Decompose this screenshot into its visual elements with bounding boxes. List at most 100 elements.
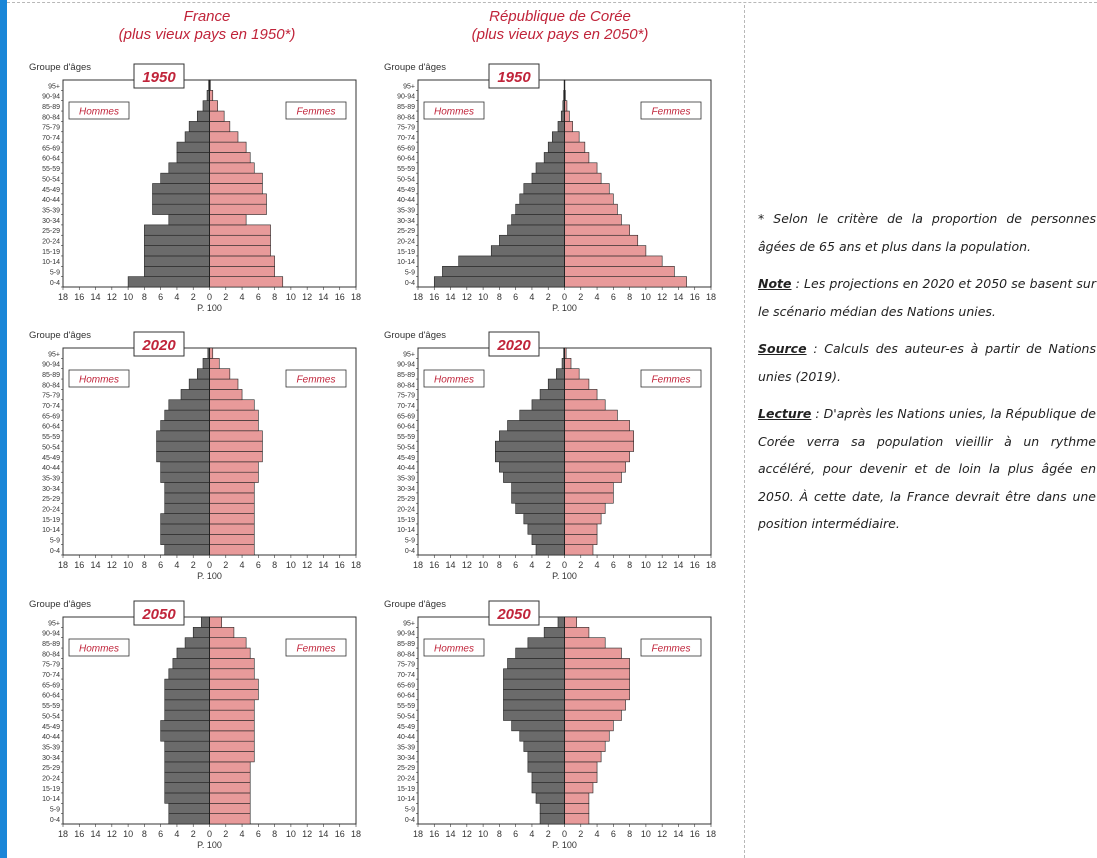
pyramid-3-x-tick-label: 12 <box>302 560 312 570</box>
pyramid-1-year-label: 1950 <box>142 69 176 86</box>
pyramid-6-age-label: 15-19 <box>397 786 415 793</box>
pyramid-2-bar-men <box>507 224 565 236</box>
pyramid-6-bar-women <box>564 761 598 773</box>
pyramid-3-x-tick-label: 18 <box>351 560 361 570</box>
pyramid-4-x-tick-label: 4 <box>595 560 600 570</box>
pyramid-4-bar-men <box>495 440 565 452</box>
pyramid-6-bar-men <box>543 627 565 638</box>
pyramid-4-bar-women <box>564 513 602 525</box>
pyramid-6-age-label: 60-64 <box>397 693 415 700</box>
pyramid-6-bar-men <box>503 678 565 690</box>
pyramid-2-age-label: 80-84 <box>397 114 415 121</box>
pyramid-4-x-tick-label: 10 <box>478 560 488 570</box>
pyramid-5-bar-women <box>209 813 251 825</box>
pyramid-6-x-tick-label: 16 <box>690 829 700 839</box>
pyramid-3-x-tick-label: 16 <box>74 560 84 570</box>
pyramid-2-men-label-box <box>423 101 485 120</box>
pyramid-6-bar-women <box>564 647 622 659</box>
pyramid-2-age-label: 35-39 <box>397 207 415 214</box>
pyramid-6-age-label: 90-94 <box>397 631 415 638</box>
pyramid-2-bar-women <box>564 193 614 205</box>
pyramid-4-age-label: 45-49 <box>397 455 415 462</box>
pyramid-4-bar-men <box>531 399 565 411</box>
pyramid-1-x-tick-label: 6 <box>158 292 163 302</box>
pyramid-6-bar-men <box>531 771 565 783</box>
pyramid-5-bar-women <box>209 647 251 659</box>
pyramid-1-x-tick-label: 12 <box>107 292 117 302</box>
pyramid-3-age-label: 70-74 <box>42 403 60 410</box>
pyramid-6-bar-women <box>564 802 590 814</box>
pyramid-4-bar-women <box>564 471 622 483</box>
pyramid-1-bar-women <box>209 255 275 267</box>
pyramid-6-bar-women <box>564 730 610 742</box>
pyramid-1-x-tick-label: 18 <box>58 292 68 302</box>
pyramid-5-bar-women <box>209 771 251 783</box>
pyramid-1-men-label: Hommes <box>79 107 119 118</box>
pyramid-1-bar-men <box>152 183 210 195</box>
pyramid-2-age-label: 25-29 <box>397 228 415 235</box>
pyramid-3-x-tick-label: 10 <box>123 560 133 570</box>
pyramid-4-age-label: 55-59 <box>397 434 415 441</box>
pyramid-2-bar-women <box>564 234 639 246</box>
pyramid-2-age-label: 15-19 <box>397 249 415 256</box>
pyramid-5-bar-women <box>209 678 259 690</box>
pyramid-1-bar-men <box>196 110 210 122</box>
pyramid-1-bar-women <box>209 100 218 112</box>
pyramid-2-bar-men <box>458 255 565 267</box>
lecture-text: : D'après les Nations unies, la Républiq… <box>758 406 1096 531</box>
pyramid-5-bar-men <box>164 709 210 721</box>
pyramid-1-bar-men <box>168 214 210 226</box>
pyramid-5-age-label: 10-14 <box>42 796 60 803</box>
pyramid-1-age-label: 10-14 <box>42 259 60 266</box>
pyramid-2-age-label: 60-64 <box>397 156 415 163</box>
column-title-korea: République de Corée (plus vieux pays en … <box>410 8 710 44</box>
pyramid-5-age-label: 60-64 <box>42 693 60 700</box>
pyramid-1-bar-women <box>209 224 271 236</box>
pyramid-4-bar-women <box>564 409 618 421</box>
pyramid-6-bar-women <box>564 720 614 732</box>
pyramid-4-age-label: 35-39 <box>397 475 415 482</box>
pyramid-3-men-label-box <box>68 369 130 388</box>
pyramid-1-x-tick-label: 14 <box>91 292 101 302</box>
pyramid-3-ylabel: Groupe d'âges <box>29 330 91 341</box>
pyramid-5-bar-women <box>209 689 259 701</box>
pyramid-3-bar-men <box>188 378 210 390</box>
pyramid-2-age-label: 95+ <box>403 83 415 90</box>
lecture-note: Lecture : D'après les Nations unies, la … <box>758 400 1096 538</box>
pyramid-1-age-label: 15-19 <box>42 249 60 256</box>
pyramid-5-x-tick-label: 12 <box>302 829 312 839</box>
pyramid-5-age-label: 75-79 <box>42 662 60 669</box>
pyramid-6-bar-men <box>503 709 565 721</box>
pyramid-3-bar-men <box>164 409 210 421</box>
pyramid-1-bar-women <box>209 172 263 184</box>
pyramid-6-x-tick-label: 8 <box>627 829 632 839</box>
pyramid-6-bar-men <box>511 720 565 732</box>
pyramid-4-bar-men <box>507 420 565 432</box>
pyramid-4-x-tick-label: 12 <box>462 560 472 570</box>
pyramid-2-bar-women <box>564 276 687 288</box>
pyramid-2-x-tick-label: 16 <box>690 292 700 302</box>
pyramid-1-bar-women <box>209 234 271 246</box>
pyramid-5-year-box <box>133 600 185 626</box>
pyramid-2-age-label: 70-74 <box>397 135 415 142</box>
pyramid-3-bar-women <box>209 389 243 401</box>
pyramid-2-age-label: 5-9 <box>405 270 415 277</box>
pyramid-5-women-label-box <box>285 638 347 657</box>
pyramid-6-year-box <box>488 600 540 626</box>
pyramid-1-x-tick-label: 6 <box>256 292 261 302</box>
pyramid-4-bar-women <box>564 389 598 401</box>
pyramid-5-age-label: 90-94 <box>42 631 60 638</box>
pyramid-5-x-tick-label: 16 <box>335 829 345 839</box>
pyramid-4-x-tick-label: 8 <box>627 560 632 570</box>
pyramid-1-age-label: 90-94 <box>42 94 60 101</box>
pyramid-4-bar-women <box>564 461 626 473</box>
pyramid-6-men-label: Hommes <box>434 644 474 655</box>
pyramid-3-age-label: 30-34 <box>42 486 60 493</box>
source-label: Source <box>758 341 807 356</box>
pyramid-1-bar-women <box>209 214 247 226</box>
pyramid-4-x-tick-label: 0 <box>562 560 567 570</box>
pyramid-3-x-tick-label: 2 <box>223 560 228 570</box>
pyramid-5-men-label: Hommes <box>79 644 119 655</box>
pyramid-5-x-tick-label: 18 <box>58 829 68 839</box>
pyramid-5-men-label-box <box>68 638 130 657</box>
